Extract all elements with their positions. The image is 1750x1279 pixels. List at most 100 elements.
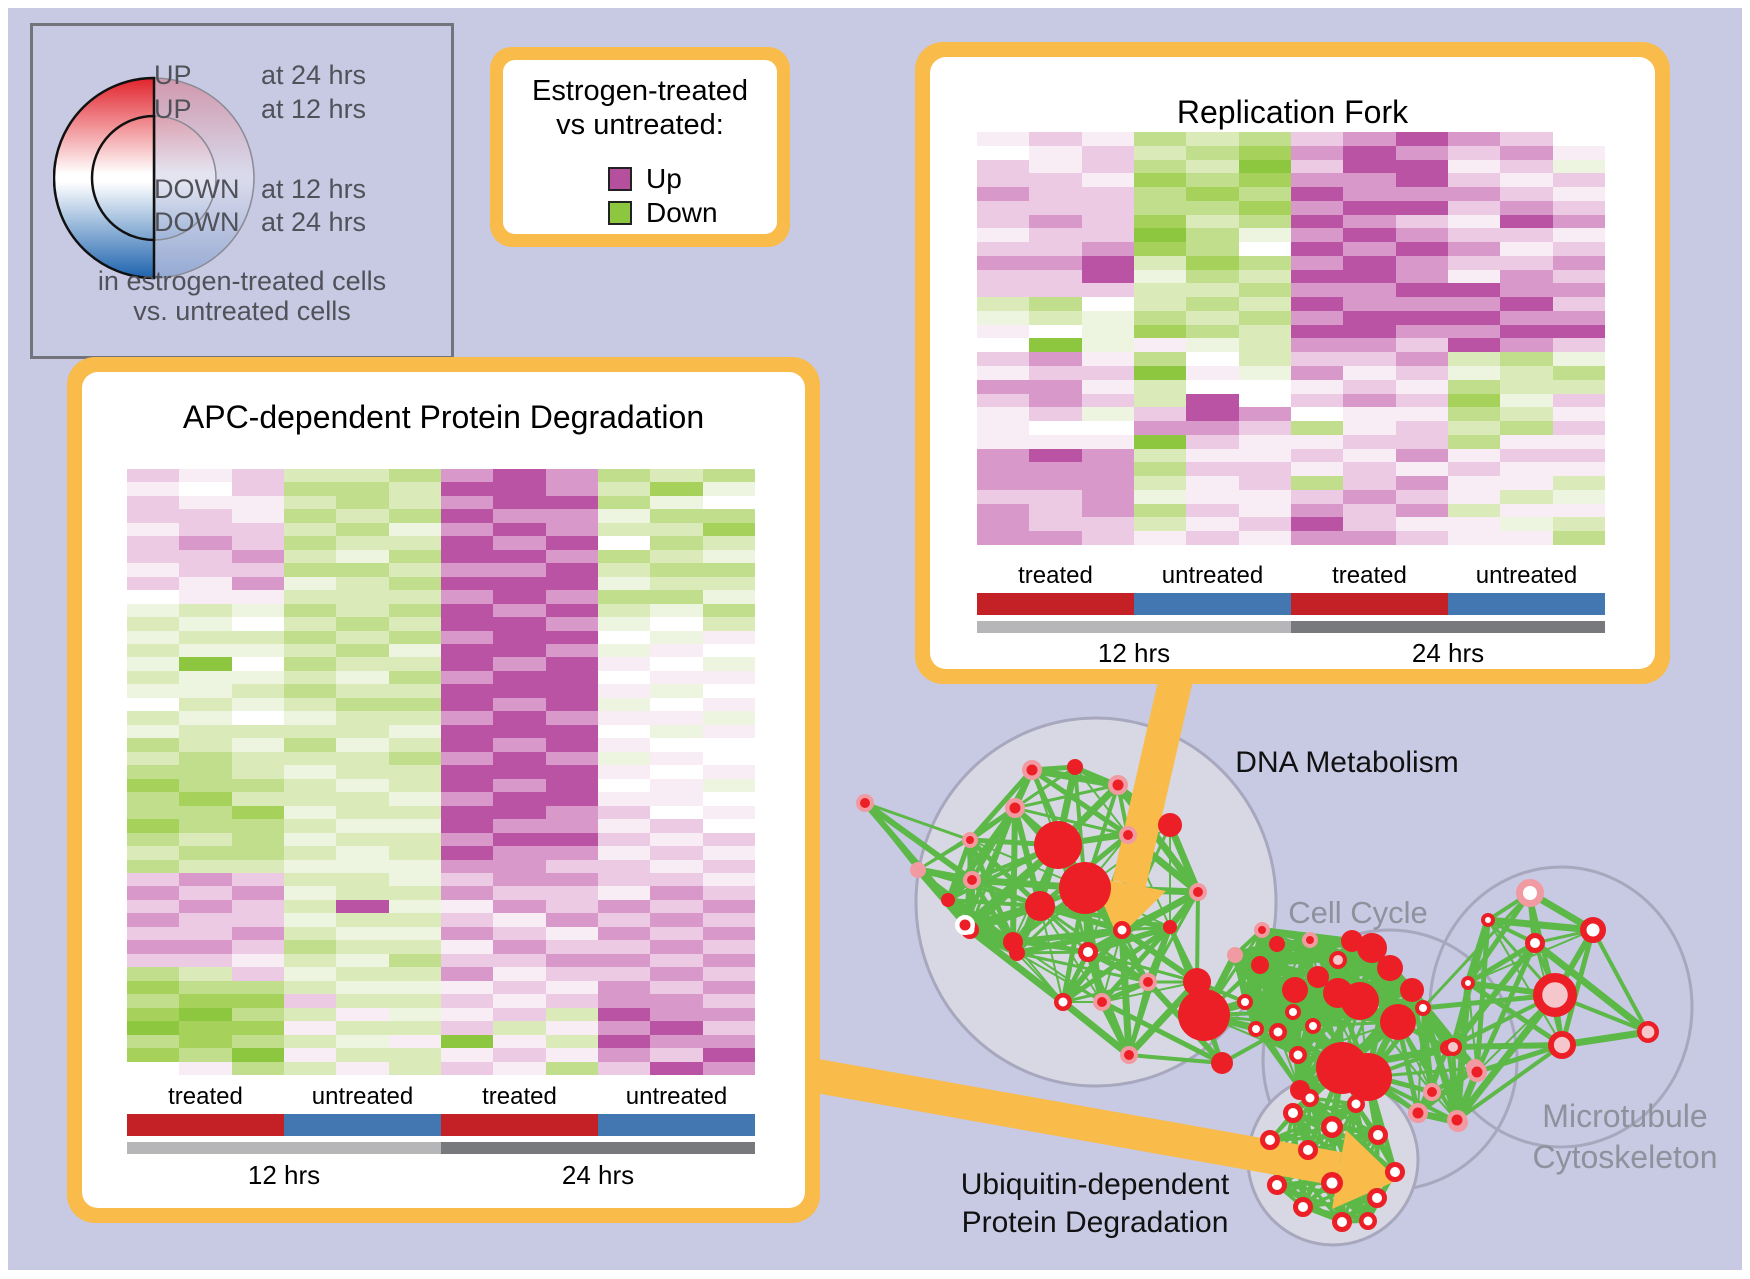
heatmap-cell — [545, 563, 598, 577]
gene-node — [1285, 1004, 1301, 1020]
heatmap-cell — [1343, 393, 1396, 408]
ring-legend-time: at 12 hrs — [261, 94, 367, 124]
rf-heatmap-grid — [977, 132, 1605, 545]
heatmap-cell — [179, 697, 232, 712]
gene-node — [1119, 826, 1138, 845]
heatmap-cell — [336, 926, 389, 941]
network-edge — [1454, 992, 1558, 1123]
heatmap-cell — [336, 630, 389, 644]
heatmap-cell — [597, 644, 651, 658]
heatmap-cell — [388, 1007, 441, 1022]
heatmap-cell — [597, 765, 651, 779]
heatmap-cell — [1395, 283, 1448, 298]
heatmap-cell — [283, 469, 337, 483]
heatmap-cell — [179, 549, 232, 564]
heatmap-cell — [702, 819, 755, 833]
heatmap-cell — [231, 805, 284, 820]
heatmap-cell — [702, 495, 755, 510]
heatmap-cell — [336, 967, 389, 981]
heatmap-cell — [440, 738, 494, 752]
heatmap-cell — [231, 684, 284, 698]
heatmap-cell — [388, 765, 441, 779]
network-edge — [1295, 958, 1341, 1057]
heatmap-cell — [1500, 462, 1553, 477]
heatmap-cell — [388, 886, 441, 900]
heatmap-cell — [127, 617, 180, 631]
heatmap-cell — [977, 145, 1030, 160]
heatmap-cell — [702, 657, 755, 671]
heatmap-cell — [650, 940, 703, 954]
heatmap-cell — [1081, 269, 1134, 284]
heatmap-cell — [127, 819, 180, 833]
heatmap-cell — [977, 338, 1030, 353]
heatmap-cell — [597, 751, 651, 766]
heatmap-cell — [1290, 489, 1344, 504]
network-edge — [1591, 929, 1650, 1033]
gene-node — [1368, 1125, 1388, 1145]
heatmap-cell — [597, 711, 651, 725]
heatmap-cell — [1081, 187, 1134, 201]
heatmap-cell — [702, 697, 755, 712]
heatmap-cell — [702, 778, 755, 793]
heatmap-cell — [1500, 352, 1553, 367]
network-edge — [1447, 1043, 1563, 1050]
heatmap-cell — [283, 886, 337, 900]
network-edge — [1100, 999, 1224, 1066]
network-edge — [1031, 766, 1119, 789]
heatmap-cell — [1186, 187, 1239, 201]
heatmap-cell — [1186, 489, 1239, 504]
gene-node — [1267, 1175, 1287, 1195]
gene-node — [1444, 1038, 1462, 1056]
heatmap-cell — [1500, 407, 1553, 422]
heatmap-cell — [179, 495, 232, 510]
heatmap-cell — [1133, 531, 1187, 545]
gene-node — [1227, 947, 1243, 963]
heatmap-cell — [283, 644, 337, 658]
heatmap-cell — [1081, 173, 1134, 188]
heatmap-cell — [1552, 269, 1605, 284]
gene-node — [1005, 798, 1025, 818]
inner-ring-vivid-half — [90, 114, 156, 242]
heatmap-cell — [1552, 255, 1605, 270]
heatmap-cell — [1500, 310, 1553, 325]
gene-node — [1093, 993, 1112, 1012]
heatmap-cell — [1081, 310, 1134, 325]
heatmap-cell — [1447, 283, 1501, 298]
heatmap-cell — [127, 644, 180, 658]
heatmap-cell — [493, 994, 546, 1008]
time-label: 12 hrs — [1097, 638, 1171, 668]
heatmap-cell — [1552, 448, 1605, 463]
heatmap-cell — [650, 482, 703, 496]
heatmap-cell — [179, 711, 232, 725]
condition-color-segment — [441, 1114, 598, 1136]
heatmap-cell — [702, 899, 755, 914]
heatmap-cell — [1238, 310, 1291, 325]
heatmap-cell — [545, 697, 598, 712]
heatmap-cell — [1395, 269, 1448, 284]
heatmap-cell — [1133, 338, 1187, 353]
heatmap-cell — [179, 899, 232, 914]
heatmap-cell — [1500, 448, 1553, 463]
heatmap-cell — [650, 536, 703, 550]
heatmap-cell — [1552, 242, 1605, 256]
gene-node — [1237, 994, 1253, 1010]
heatmap-cell — [127, 792, 180, 806]
ring-legend-direction: DOWN — [154, 174, 240, 204]
heatmap-cell — [597, 1034, 651, 1049]
heatmap-cell — [1238, 187, 1291, 201]
heatmap-cell — [388, 846, 441, 860]
heatmap-cell — [336, 617, 389, 631]
apc-condition-labels: treated untreated treated untreated — [127, 1083, 755, 1111]
ring-legend-direction: UP — [154, 60, 192, 90]
heatmap-cell — [650, 724, 703, 739]
heatmap-cell — [1133, 517, 1187, 532]
network-edge — [917, 866, 973, 884]
heatmap-cell — [1343, 159, 1396, 174]
heatmap-cell — [283, 994, 337, 1008]
heatmap-cell — [702, 940, 755, 954]
heatmap-cell — [1552, 310, 1605, 325]
heatmap-cell — [650, 630, 703, 644]
heatmap-cell — [1081, 242, 1134, 256]
heatmap-cell — [179, 670, 232, 685]
heatmap-cell — [336, 644, 389, 658]
